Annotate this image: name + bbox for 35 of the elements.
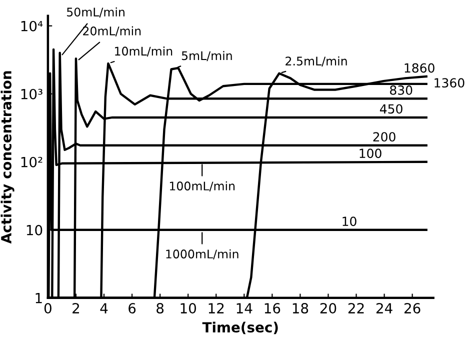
annotation: 10: [342, 216, 356, 226]
x-tick-label: 14: [236, 303, 252, 314]
annotation: 5mL/min: [182, 51, 232, 62]
x-tick-label: 2: [72, 303, 79, 314]
annotation: 50mL/min: [67, 7, 124, 18]
annotation: 100mL/min: [170, 181, 235, 192]
x-tick-label: 22: [348, 303, 364, 314]
x-tick-label: 4: [100, 303, 108, 314]
x-tick-label: 12: [208, 303, 224, 314]
x-tick-label: 6: [128, 303, 136, 314]
y-tick-label: 10⁴: [21, 20, 43, 32]
annotation: 1860: [404, 63, 434, 73]
x-tick-label: 10: [180, 303, 196, 314]
x-tick-label: 16: [264, 303, 280, 314]
annotation: 2.5mL/min: [286, 56, 347, 66]
annotation: 1360: [434, 78, 464, 88]
x-tick-label: 26: [404, 303, 420, 314]
annotation: 100: [360, 148, 382, 158]
y-axis-title: Activity concentration: [0, 71, 14, 244]
annotation: 10mL/min: [115, 46, 172, 57]
y-tick-label: 10: [26, 224, 42, 236]
x-tick-label: 20: [320, 303, 336, 314]
annotation: 830: [390, 85, 412, 95]
x-tick-label: 8: [156, 303, 164, 314]
y-tick-label: 10²: [21, 156, 42, 168]
annotation: 20mL/min: [83, 26, 141, 36]
annotation: 450: [380, 104, 402, 114]
x-tick-label: 0: [44, 303, 52, 314]
annotation: 200: [373, 132, 396, 142]
x-tick-label: 18: [292, 303, 308, 314]
x-tick-label: 24: [376, 303, 392, 314]
annotation: 1000mL/min: [166, 249, 238, 260]
y-tick-label: 10³: [21, 88, 42, 100]
y-tick-label: 1: [36, 293, 42, 304]
x-axis-title: Time(sec): [202, 322, 278, 334]
